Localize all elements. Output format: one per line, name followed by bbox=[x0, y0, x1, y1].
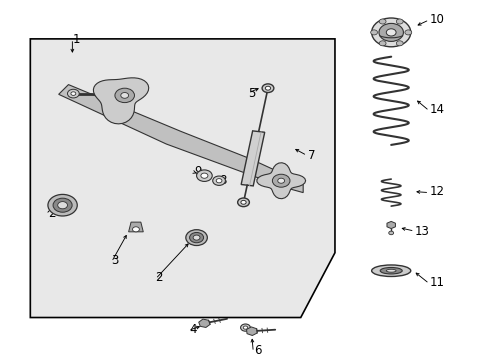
Circle shape bbox=[237, 198, 249, 207]
Text: 4: 4 bbox=[189, 323, 197, 336]
Text: 9: 9 bbox=[194, 165, 202, 177]
Text: 6: 6 bbox=[254, 345, 261, 357]
Ellipse shape bbox=[386, 269, 395, 272]
Text: 10: 10 bbox=[428, 13, 443, 26]
Polygon shape bbox=[128, 222, 143, 232]
Circle shape bbox=[370, 30, 377, 35]
Circle shape bbox=[388, 231, 393, 235]
Circle shape bbox=[240, 324, 250, 331]
Circle shape bbox=[196, 170, 212, 181]
Circle shape bbox=[262, 84, 273, 93]
Circle shape bbox=[265, 86, 270, 90]
Circle shape bbox=[185, 230, 207, 246]
Text: 2: 2 bbox=[48, 207, 55, 220]
Circle shape bbox=[277, 178, 284, 183]
Text: 2: 2 bbox=[155, 271, 163, 284]
Circle shape bbox=[53, 198, 72, 212]
Circle shape bbox=[241, 201, 245, 204]
Circle shape bbox=[371, 18, 410, 47]
Circle shape bbox=[386, 29, 395, 36]
Circle shape bbox=[201, 173, 207, 178]
Circle shape bbox=[379, 19, 386, 24]
Polygon shape bbox=[93, 78, 148, 124]
Text: 5: 5 bbox=[248, 87, 255, 100]
Circle shape bbox=[48, 194, 77, 216]
Text: 1: 1 bbox=[72, 33, 80, 46]
Text: 12: 12 bbox=[428, 185, 444, 198]
Text: 8: 8 bbox=[219, 174, 226, 187]
Circle shape bbox=[132, 227, 139, 232]
Circle shape bbox=[212, 176, 225, 185]
Circle shape bbox=[189, 233, 203, 243]
Polygon shape bbox=[59, 85, 303, 193]
Circle shape bbox=[379, 41, 386, 46]
Polygon shape bbox=[256, 163, 305, 199]
Circle shape bbox=[395, 41, 402, 46]
Circle shape bbox=[404, 30, 411, 35]
Circle shape bbox=[193, 235, 200, 240]
Circle shape bbox=[121, 93, 128, 98]
Circle shape bbox=[395, 19, 402, 24]
Polygon shape bbox=[241, 131, 264, 186]
Circle shape bbox=[243, 326, 247, 329]
Circle shape bbox=[115, 88, 134, 103]
Circle shape bbox=[67, 89, 79, 98]
Text: 11: 11 bbox=[428, 276, 444, 289]
Circle shape bbox=[58, 202, 67, 209]
Circle shape bbox=[216, 179, 222, 183]
Polygon shape bbox=[30, 39, 334, 318]
Text: 7: 7 bbox=[307, 149, 315, 162]
Circle shape bbox=[71, 92, 76, 95]
Circle shape bbox=[272, 174, 289, 187]
Text: 3: 3 bbox=[111, 255, 119, 267]
Ellipse shape bbox=[371, 265, 410, 276]
Text: 13: 13 bbox=[414, 225, 428, 238]
Ellipse shape bbox=[380, 267, 401, 274]
Circle shape bbox=[378, 23, 403, 41]
Text: 14: 14 bbox=[428, 103, 444, 116]
